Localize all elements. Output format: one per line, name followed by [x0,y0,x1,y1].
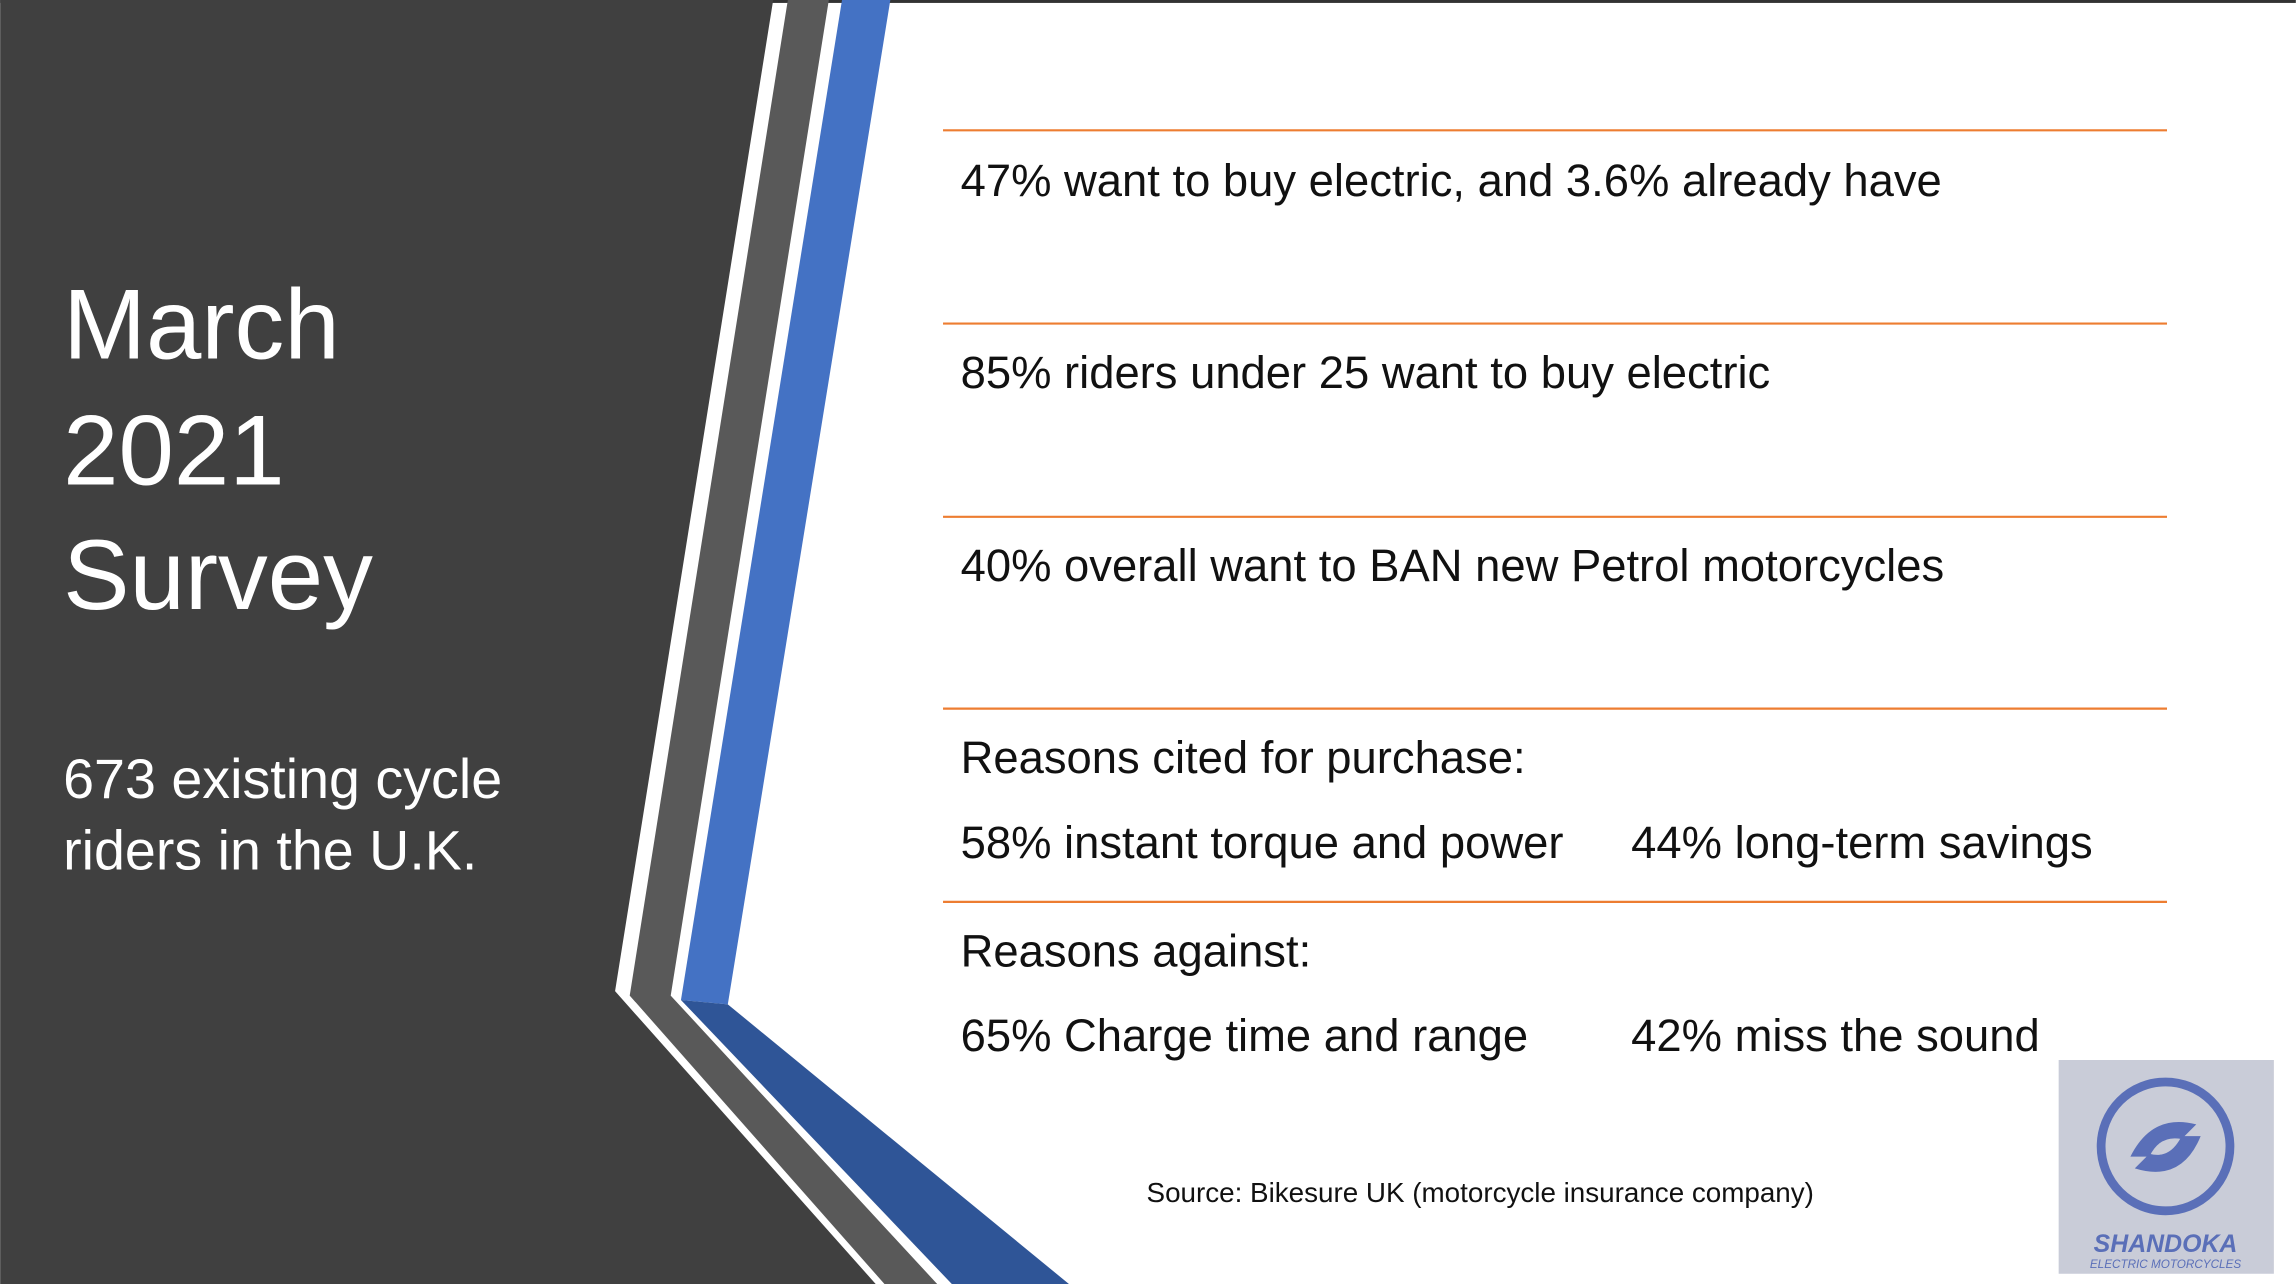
gray-stripe [629,0,938,1284]
logo-name: SHANDOKA [2094,1230,2238,1258]
reason: 58% instant torque and power [961,817,1564,868]
reason: 42% miss the sound [1631,1010,2040,1061]
title-line: Survey [63,520,373,631]
subtitle-line: riders in the U.K. [63,820,477,882]
subtitle-line: 673 existing cycle [63,748,502,810]
source: Source: Bikesure UK (motorcycle insuranc… [1147,1177,1814,1208]
logo: SHANDOKA ELECTRIC MOTORCYCLES [2058,1059,2274,1274]
dividers [943,129,2168,903]
section-heading: Reasons cited for purchase: [961,732,1526,783]
top-border [0,0,2296,3]
finding: 85% riders under 25 want to buy electric [961,347,1771,398]
reason: 44% long-term savings [1631,817,2093,868]
finding: 47% want to buy electric, and 3.6% alrea… [961,155,1942,206]
title-line: 2021 [63,396,284,507]
title-line: March [63,270,340,381]
blue-stripe [680,0,891,1005]
logo-emblem [2130,1121,2201,1172]
blue-stripe-lower [680,999,1069,1284]
logo-tagline: ELECTRIC MOTORCYCLES [2090,1258,2241,1271]
finding: 40% overall want to BAN new Petrol motor… [961,540,1945,591]
section-heading: Reasons against: [961,925,1312,976]
logo-ring [2096,1077,2235,1216]
dark-panel [0,0,876,1284]
reason: 65% Charge time and range [961,1010,1529,1061]
